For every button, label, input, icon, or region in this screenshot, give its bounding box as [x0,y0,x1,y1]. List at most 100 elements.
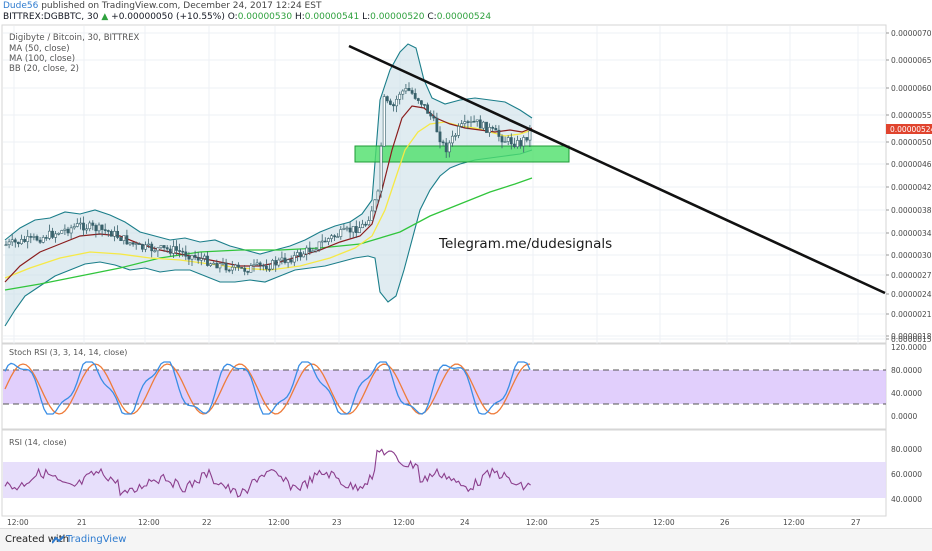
footer-bar: Created with TradingView [0,528,932,551]
symbol-name: BITTREX:DGBBTC, 30 [3,12,99,22]
price-tick-label: 0.00000380 [891,206,932,215]
candle-body [128,242,132,245]
candle-body [280,257,284,261]
candle-body [423,104,426,106]
candle-body [454,135,457,137]
candle-body [75,223,79,227]
candle-body [314,249,318,252]
candle-body [404,88,408,92]
candle-body [326,238,330,242]
legend-ma50: MA (50, close) [9,44,70,54]
price-tick-label: 0.00000340 [891,229,932,238]
main-pane[interactable] [1,24,887,344]
price-tick-label: 0.00000210 [891,310,932,319]
bollinger-band-fill [5,44,532,326]
candle-body [168,248,172,254]
candle-body [348,227,352,233]
candle-body [342,228,346,230]
legend-bb: BB (20, close, 2) [9,64,79,74]
candle-body [367,220,371,226]
candle-body [106,230,110,232]
candle-body [162,245,166,248]
candle-body [494,128,498,131]
candle-body [147,243,151,246]
candle-body [57,232,61,235]
candle-body [125,235,129,245]
candle-body [150,243,154,252]
candle-body [85,228,89,231]
telegram-annotation[interactable]: Telegram.me/dudesignals [438,236,612,252]
candle-body [426,104,430,114]
publish-info: Dude56 published on TradingView.com, Dec… [3,1,321,11]
current-price-value: 0.00000524 [890,125,932,134]
candle-body [373,199,377,212]
bollinger-lower [4,149,533,327]
candle-body [401,90,405,95]
time-tick-label: 22 [202,518,212,527]
rsi-tick-label: 80.0000 [891,445,922,454]
stoch-tick-label: 40.0000 [891,389,922,398]
candle-body [271,260,275,270]
candle-body [447,142,451,153]
candle-body [388,100,392,105]
candle-body [438,131,442,143]
support-zone[interactable] [354,145,570,163]
time-axis[interactable]: 12:00 21 12:00 22 12:00 23 12:00 24 12:00 25 12:00… [7,518,861,527]
high-label: H: [294,12,305,22]
candle-body [20,239,23,245]
candle-body [478,119,482,129]
candle-body [16,241,20,245]
price-tick-label: 0.00000600 [891,84,932,93]
price-tick-label: 0.00000550 [891,111,932,120]
candle-body [156,247,160,252]
candle-body [336,236,340,238]
candle-body [491,127,495,129]
author-link[interactable]: Dude56 [3,1,39,11]
stoch-band-fill [3,370,886,404]
candle-body [237,264,240,268]
rsi-tick-label: 60.0000 [891,470,922,479]
candle-body [175,246,178,251]
close-value: 0.00000524 [436,12,492,22]
candle-body [292,255,296,263]
candle-body [196,257,200,261]
candle-body [509,137,513,145]
candle-body [13,239,17,243]
candle-body [512,143,516,148]
candle-body [113,230,116,237]
stoch-title: Stoch RSI (3, 3, 14, 14, close) [9,348,127,357]
publish-text: published on TradingView.com, December 2… [41,1,322,11]
open-value: 0.00000530 [237,12,293,22]
candle-body [91,222,95,226]
candle-body [230,266,234,271]
candle-body [63,228,67,231]
price-change: +0.00000050 (+10.55%) [111,12,225,22]
stoch-tick-label: 120.0000 [891,343,927,352]
candle-body [432,115,436,119]
candle-body [519,140,523,147]
candle-body [23,239,27,242]
candle-body [199,258,203,261]
candle-body [264,265,268,270]
candle-body [457,126,461,136]
price-tick-label: 0.00000460 [891,160,932,169]
candle-body [506,137,510,142]
tradingview-link[interactable]: TradingView [66,534,127,545]
candle-body [286,259,290,263]
candle-body [153,250,157,253]
open-label: O: [227,12,238,22]
candle-body [283,257,287,263]
candle-body [29,236,33,238]
price-chart[interactable]: Telegram.me/dudesignals 0.000007000.0000… [0,0,932,528]
price-axis[interactable]: 0.00000700 0.00000650 0.00000600 0.00000550… [886,29,932,344]
candle-body [376,190,380,201]
candle-body [54,233,58,238]
candle-body [252,264,256,266]
high-value: 0.00000541 [304,12,360,22]
price-tick-label: 0.00000500 [891,138,932,147]
descending-trendline[interactable] [348,44,886,295]
candle-body [261,264,265,267]
time-tick-label: 12:00 [7,518,29,527]
candle-body [66,228,70,234]
candle-body [528,130,532,141]
